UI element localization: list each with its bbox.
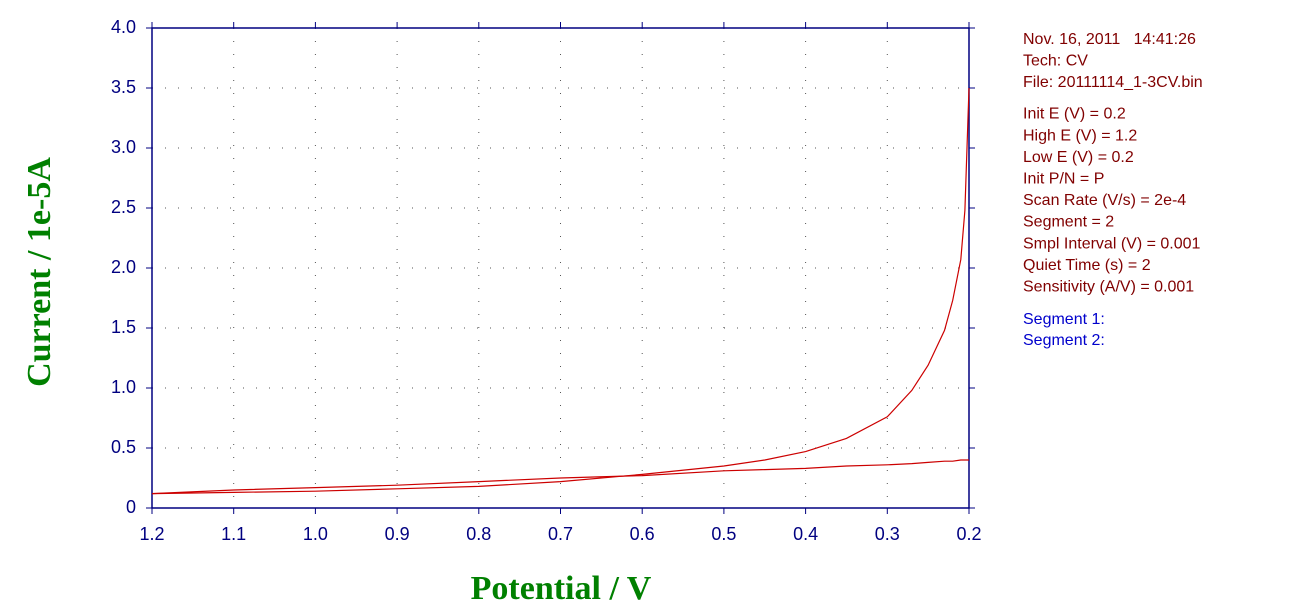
info-line: Nov. 16, 2011 14:41:26 xyxy=(1023,31,1196,48)
param-line: Quiet Time (s) = 2 xyxy=(1023,257,1151,274)
data-line xyxy=(151,87,970,495)
info-line: File: 20111114_1-3CV.bin xyxy=(1023,74,1203,91)
param-line: Scan Rate (V/s) = 2e-4 xyxy=(1023,192,1186,209)
x-tick-label: 1.2 xyxy=(139,524,164,544)
x-tick-label: 1.1 xyxy=(221,524,246,544)
y-tick-label: 4.0 xyxy=(111,17,136,37)
param-line: Low E (V) = 0.2 xyxy=(1023,149,1134,166)
data-line xyxy=(151,459,969,495)
y-tick-label: 0.5 xyxy=(111,437,136,457)
param-line: Init P/N = P xyxy=(1023,171,1104,188)
param-line: Smpl Interval (V) = 0.001 xyxy=(1023,235,1201,252)
x-tick-label: 0.5 xyxy=(711,524,736,544)
x-tick-label: 0.2 xyxy=(956,524,981,544)
param-line: Init E (V) = 0.2 xyxy=(1023,106,1126,123)
info-line: Tech: CV xyxy=(1023,53,1088,70)
y-axis-title: Current / 1e-5A xyxy=(21,157,58,387)
param-line: Segment = 2 xyxy=(1023,214,1114,231)
param-line: Sensitivity (A/V) = 0.001 xyxy=(1023,279,1194,296)
x-tick-label: 0.6 xyxy=(630,524,655,544)
y-tick-label: 3.0 xyxy=(111,137,136,157)
y-tick-label: 0 xyxy=(126,497,136,517)
x-axis-title: Potential / V xyxy=(471,570,652,607)
plot-frame xyxy=(151,27,970,509)
y-tick-label: 2.0 xyxy=(111,257,136,277)
segment-line: Segment 1: xyxy=(1023,311,1105,328)
x-tick-label: 0.7 xyxy=(548,524,573,544)
x-tick-label: 0.8 xyxy=(466,524,491,544)
y-tick-label: 3.5 xyxy=(111,77,136,97)
y-tick-label: 2.5 xyxy=(111,197,136,217)
param-line: High E (V) = 1.2 xyxy=(1023,127,1137,144)
x-tick-label: 0.4 xyxy=(793,524,818,544)
segment-line: Segment 2: xyxy=(1023,332,1105,349)
x-tick-label: 0.9 xyxy=(385,524,410,544)
x-tick-label: 0.3 xyxy=(875,524,900,544)
y-tick-label: 1.0 xyxy=(111,377,136,397)
y-tick-label: 1.5 xyxy=(111,317,136,337)
x-tick-label: 1.0 xyxy=(303,524,328,544)
